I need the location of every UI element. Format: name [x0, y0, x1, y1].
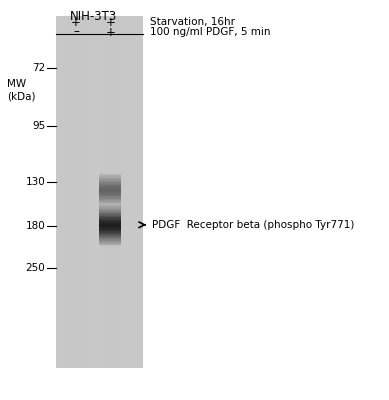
Text: 100 ng/ml PDGF, 5 min: 100 ng/ml PDGF, 5 min — [150, 27, 270, 37]
Text: PDGF  Receptor beta (phospho Tyr771): PDGF Receptor beta (phospho Tyr771) — [152, 220, 354, 230]
Text: 95: 95 — [32, 121, 45, 131]
Text: +: + — [71, 16, 81, 28]
Text: MW
(kDa): MW (kDa) — [7, 79, 36, 101]
Text: –: – — [73, 26, 79, 38]
Text: 180: 180 — [25, 221, 45, 231]
Text: 130: 130 — [25, 177, 45, 187]
Text: +: + — [105, 26, 115, 38]
FancyBboxPatch shape — [56, 16, 143, 368]
Text: NIH-3T3: NIH-3T3 — [70, 10, 117, 23]
Text: +: + — [105, 16, 115, 28]
Text: 72: 72 — [32, 63, 45, 73]
Text: 250: 250 — [25, 263, 45, 273]
Text: Starvation, 16hr: Starvation, 16hr — [150, 17, 235, 27]
